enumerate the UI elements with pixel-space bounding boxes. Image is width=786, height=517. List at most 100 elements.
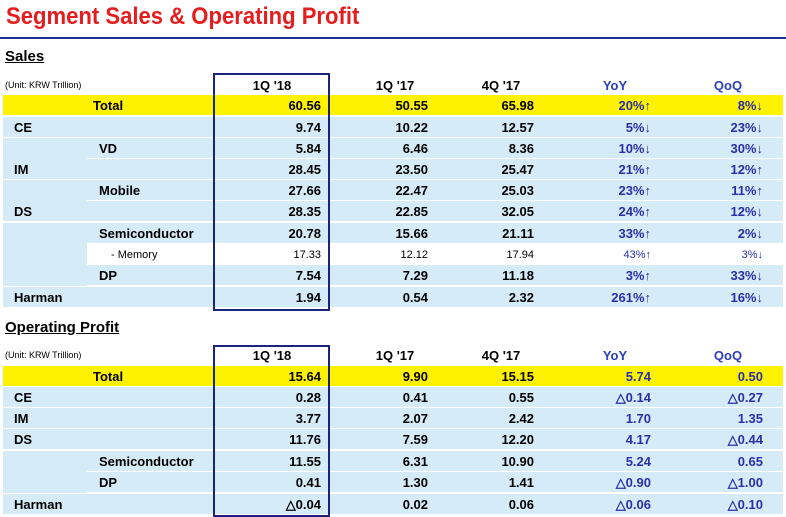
page-title: Segment Sales & Operating Profit (6, 3, 360, 30)
table-cell: 12.12 (400, 248, 428, 261)
table-cell: 9.90 (402, 369, 428, 384)
table-row: - Memory 17.33 12.12 17.94 43%↑ 3%↓ (3, 244, 783, 265)
table-cell: 10.22 (395, 120, 428, 135)
table-cell: 4.17 (625, 432, 651, 447)
table-cell: 15.15 (501, 369, 534, 384)
row-label: CE (14, 390, 33, 405)
row-divider (3, 137, 783, 138)
table-cell: 33%↓ (730, 268, 763, 283)
table-row: Total 15.64 9.90 15.15 5.74 0.50 (3, 366, 783, 387)
row-label: Semiconductor (99, 226, 194, 241)
table-row: DP 0.41 1.30 1.41 △0.90 △1.00 (3, 472, 783, 493)
row-divider (3, 514, 783, 515)
row-label: Harman (14, 290, 63, 305)
table-cell: 20.78 (288, 226, 321, 241)
table-cell: 0.28 (295, 390, 321, 405)
table-cell: 16%↓ (730, 290, 763, 305)
table-cell: 6.46 (402, 141, 428, 156)
table-cell: △0.90 (615, 474, 651, 490)
row-label: DS (14, 432, 33, 447)
row-label: Semiconductor (99, 454, 194, 469)
table-cell: 2.42 (508, 411, 534, 426)
row-label: DP (99, 475, 118, 490)
table-cell: 0.41 (295, 475, 321, 490)
table-cell: 9.74 (295, 120, 321, 135)
row-divider (87, 471, 783, 472)
row-label: Total (93, 369, 124, 384)
row-divider (87, 243, 783, 244)
table-cell: 3%↑ (625, 268, 651, 283)
table-cell: 3%↓ (741, 248, 763, 261)
column-header: QoQ (713, 78, 743, 93)
sales-heading: Sales (5, 48, 45, 65)
table-row: IM 28.45 23.50 25.47 21%↑ 12%↑ (3, 159, 783, 180)
row-indent (3, 180, 87, 201)
sales-unit-note: (Unit: KRW Trillion) (5, 80, 82, 90)
row-divider (87, 264, 783, 265)
row-indent (3, 138, 87, 159)
table-cell: 12%↓ (730, 204, 763, 219)
row-label: DS (14, 204, 33, 219)
table-cell: △0.04 (285, 496, 321, 512)
row-indent (3, 451, 87, 472)
table-cell: 60.56 (288, 98, 321, 113)
table-cell: 24%↑ (618, 204, 651, 219)
title-divider (0, 37, 786, 39)
row-label: IM (14, 162, 29, 177)
table-cell: 17.33 (293, 248, 321, 261)
row-label: DP (99, 268, 118, 283)
table-cell: 21.11 (502, 226, 534, 241)
table-cell: 1.94 (295, 290, 321, 305)
table-cell: 10.90 (501, 454, 534, 469)
table-cell: 23.50 (395, 162, 428, 177)
table-cell: 0.50 (737, 369, 763, 384)
table-cell: 25.47 (501, 162, 534, 177)
table-row: Harman 1.94 0.54 2.32 261%↑ 16%↓ (3, 287, 783, 308)
table-row: IM 3.77 2.07 2.42 1.70 1.35 (3, 408, 783, 429)
table-cell: 8.36 (508, 141, 534, 156)
table-cell: 27.66 (288, 183, 321, 198)
table-cell: 11%↑ (731, 183, 763, 198)
table-cell: 0.65 (737, 454, 763, 469)
table-cell: △0.06 (615, 496, 651, 512)
table-cell: 65.98 (501, 98, 534, 113)
table-cell: 2.32 (508, 290, 534, 305)
table-cell: 17.94 (506, 248, 534, 261)
table-row: Semiconductor 20.78 15.66 21.11 33%↑ 2%↓ (3, 223, 783, 244)
column-header: 1Q '17 (375, 78, 415, 93)
table-cell: 11.55 (289, 454, 321, 469)
row-label: Harman (14, 497, 63, 512)
table-cell: 5.74 (625, 369, 651, 384)
row-divider (3, 307, 783, 308)
row-divider (87, 158, 783, 159)
row-indent (3, 244, 87, 265)
table-row: Total 60.56 50.55 65.98 20%↑ 8%↓ (3, 95, 783, 116)
table-cell: 12.57 (501, 120, 534, 135)
table-cell: 5%↓ (625, 120, 651, 135)
row-label: CE (14, 120, 33, 135)
table-cell: 43%↑ (623, 248, 651, 261)
table-cell: 23%↑ (618, 183, 651, 198)
table-cell: 3.77 (295, 411, 321, 426)
table-cell: 7.29 (402, 268, 428, 283)
column-header: 4Q '17 (481, 78, 521, 93)
table-cell: △0.14 (615, 389, 651, 405)
table-cell: 1.30 (402, 475, 428, 490)
table-cell: 1.41 (508, 475, 534, 490)
row-divider (87, 492, 783, 493)
row-label: Mobile (99, 183, 141, 198)
table-cell: 11.18 (502, 268, 534, 283)
table-cell: 15.64 (288, 369, 321, 384)
table-row: DP 7.54 7.29 11.18 3%↑ 33%↓ (3, 265, 783, 286)
table-cell: 1.35 (737, 411, 763, 426)
row-label: Total (93, 98, 124, 113)
table-cell: 20%↑ (618, 98, 651, 113)
table-cell: △0.27 (727, 389, 763, 405)
table-cell: 15.66 (395, 226, 428, 241)
table-cell: 5.84 (295, 141, 321, 156)
table-cell: 7.59 (402, 432, 428, 447)
table-cell: 0.55 (508, 390, 534, 405)
row-divider (3, 449, 783, 450)
table-cell: 6.31 (402, 454, 428, 469)
row-divider (3, 386, 783, 387)
